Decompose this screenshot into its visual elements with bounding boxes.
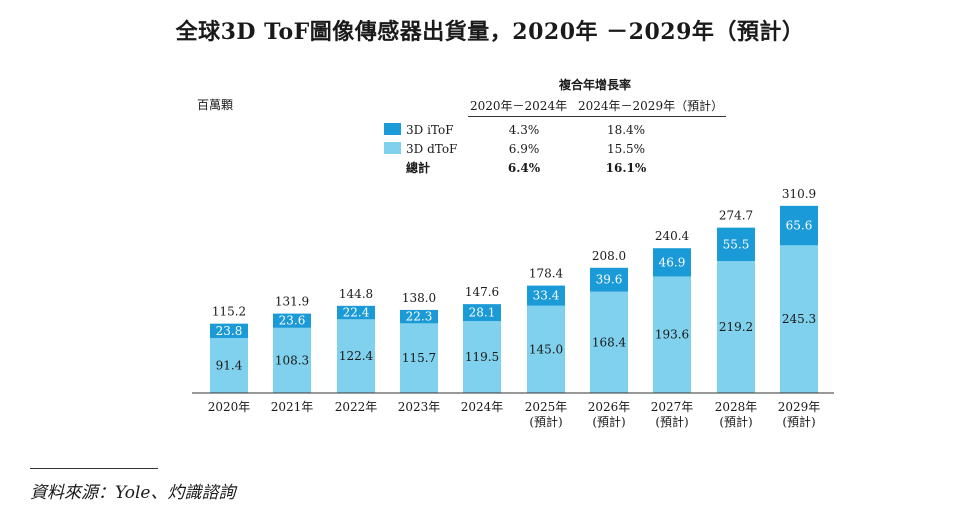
label-total-4: 147.6 [465, 285, 499, 299]
legend-itof: 3D iToF [384, 122, 454, 138]
cagr-col-2024-2029: 2024年－2029年（預計） [578, 99, 724, 113]
legend-dtof-label: 3D dToF [406, 142, 458, 156]
bar-dtof-0 [210, 337, 248, 393]
legend-total: 總計 [406, 160, 430, 176]
bar-itof-3 [400, 309, 438, 324]
bar-dtof-3 [400, 323, 438, 393]
cagr-divider [468, 116, 726, 117]
bar-itof-8 [717, 227, 755, 262]
label-dtof-2: 122.4 [339, 349, 374, 363]
cagr-total-2024-2029: 16.1% [605, 161, 647, 175]
label-dtof-3: 115.7 [402, 351, 436, 365]
x-tick-sub-5: (預計) [529, 414, 562, 429]
legend-itof-label: 3D iToF [406, 123, 454, 137]
label-itof-6: 39.6 [596, 273, 623, 287]
unit-label: 百萬顆 [197, 98, 234, 112]
x-tick-0: 2020年 [208, 400, 251, 414]
source-note: 資料來源：Yole、灼識諮詢 [30, 483, 236, 503]
label-dtof-5: 145.0 [529, 342, 563, 356]
bar-dtof-9 [780, 245, 818, 393]
bar-itof-9 [780, 205, 818, 246]
bar-itof-7 [653, 248, 691, 277]
label-total-9: 310.9 [782, 187, 816, 201]
bar-dtof-7 [653, 276, 691, 393]
label-dtof-1: 108.3 [275, 353, 309, 367]
bar-itof-0 [210, 323, 248, 338]
legend-dtof-swatch [384, 142, 401, 154]
bar-itof-1 [273, 313, 311, 328]
legend-dtof: 3D dToF [384, 141, 457, 157]
label-itof-2: 22.4 [343, 306, 370, 320]
cagr-itof-2024-2029: 18.4% [606, 123, 646, 137]
bar-itof-5 [527, 285, 565, 306]
x-tick-3: 2023年 [398, 400, 441, 414]
label-itof-9: 65.6 [786, 219, 813, 233]
x-tick-7: 2027年 [651, 400, 694, 414]
x-tick-sub-8: (預計) [719, 414, 752, 429]
label-itof-1: 23.6 [279, 314, 306, 328]
bar-itof-6 [590, 267, 628, 292]
source-divider [30, 468, 158, 469]
label-total-6: 208.0 [592, 249, 626, 263]
label-itof-4: 28.1 [469, 306, 496, 320]
x-tick-sub-9: (預計) [782, 414, 815, 429]
bar-dtof-5 [527, 305, 565, 393]
label-total-7: 240.4 [655, 229, 690, 243]
x-tick-5: 2025年 [525, 400, 568, 414]
label-itof-5: 33.4 [533, 289, 560, 303]
label-total-8: 274.7 [719, 209, 753, 223]
bar-dtof-2 [337, 319, 375, 393]
x-tick-sub-6: (預計) [592, 414, 625, 429]
legend-total-label: 總計 [406, 161, 431, 175]
label-total-1: 131.9 [275, 295, 309, 309]
label-dtof-8: 219.2 [719, 320, 753, 334]
bar-itof-4 [463, 304, 501, 322]
label-total-2: 144.8 [339, 287, 373, 301]
label-itof-7: 46.9 [659, 255, 686, 269]
x-tick-sub-7: (預計) [655, 414, 688, 429]
cagr-col-2020-2024: 2020年－2024年 [470, 99, 568, 113]
bar-dtof-8 [717, 261, 755, 393]
x-tick-4: 2024年 [461, 400, 504, 414]
label-dtof-6: 168.4 [592, 335, 627, 349]
label-dtof-9: 245.3 [782, 312, 816, 326]
cagr-heading: 複合年增長率 [558, 78, 631, 92]
x-tick-1: 2021年 [271, 400, 314, 414]
bar-dtof-6 [590, 291, 628, 393]
cagr-total-2020-2024: 6.4% [507, 161, 541, 175]
x-tick-8: 2028年 [715, 400, 758, 414]
label-total-3: 138.0 [402, 291, 436, 305]
label-itof-8: 55.5 [723, 237, 750, 251]
label-dtof-7: 193.6 [655, 328, 689, 342]
label-total-0: 115.2 [212, 305, 246, 319]
x-tick-6: 2026年 [588, 400, 631, 414]
legend-itof-swatch [384, 123, 401, 135]
chart-title: 全球3D ToF圖像傳感器出貨量，2020年 －2029年（預計） [175, 19, 805, 45]
bar-dtof-4 [463, 321, 501, 393]
label-itof-3: 22.3 [406, 310, 433, 324]
label-itof-0: 23.8 [216, 324, 243, 338]
bar-itof-2 [337, 305, 375, 320]
label-dtof-0: 91.4 [216, 358, 243, 372]
cagr-dtof-2024-2029: 15.5% [606, 142, 646, 156]
bar-dtof-1 [273, 327, 311, 393]
x-tick-9: 2029年 [778, 400, 821, 414]
label-total-5: 178.4 [529, 267, 564, 281]
label-dtof-4: 119.5 [465, 350, 499, 364]
x-tick-2: 2022年 [335, 400, 378, 414]
cagr-itof-2020-2024: 4.3% [508, 123, 540, 137]
cagr-dtof-2020-2024: 6.9% [508, 142, 540, 156]
